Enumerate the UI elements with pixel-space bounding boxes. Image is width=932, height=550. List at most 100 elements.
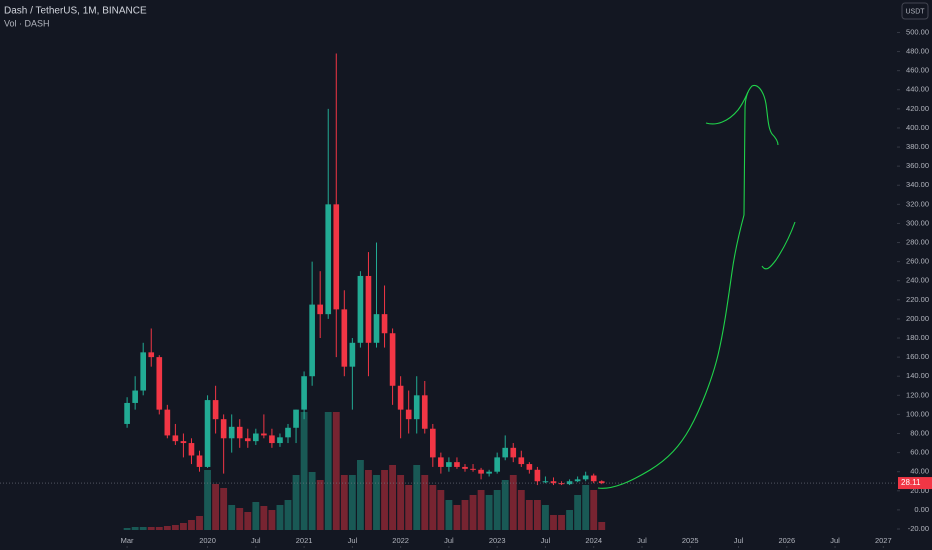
candle-body [598,481,605,484]
volume-bar [284,500,292,530]
candle-body [510,447,517,458]
y-tick-label: 100.00 [906,409,929,418]
volume-bar [582,485,590,530]
candle-body [550,481,557,484]
volume-bar [421,475,429,530]
y-tick-label: 0.00 [914,505,929,514]
currency-label[interactable]: USDT [905,8,925,15]
volume-bar [220,488,228,530]
volume-bar [268,510,276,530]
volume-bar [429,485,437,530]
last-price-tag [898,477,932,490]
volume-bar [493,490,501,530]
candle-body [470,468,476,470]
candle-body [196,455,203,467]
candle-body [446,462,452,467]
x-tick-label: 2020 [199,536,216,545]
candle-body [349,342,356,367]
volume-bar [389,465,397,530]
price-axis [897,0,932,550]
volume-bar [300,412,308,530]
volume-bar [533,500,541,530]
candle-body [365,275,372,343]
candle-body [373,314,380,343]
candle-body [486,471,492,474]
candle-body [148,352,155,358]
volume-bar [188,520,195,530]
candle-body [253,433,259,442]
y-tick-label: 340.00 [906,180,929,189]
candle-body [518,457,525,465]
x-tick-label: Mar [121,536,134,545]
candle-body [140,352,147,391]
y-tick-label: 380.00 [906,142,929,151]
y-axis: -20.00 0.00 20.00 40.00 60.00 80.00 100.00 120.… [897,27,929,533]
candle-body [494,457,500,472]
candle-body [582,475,589,480]
candle-body [590,475,597,482]
volume-bar [373,475,380,530]
y-tick-label: 200.00 [906,314,929,323]
candle-body [389,333,396,386]
candle-body [172,435,179,442]
candle-body [438,457,444,467]
volume-bar [509,475,517,530]
volume-bar [123,528,131,530]
x-tick-label: 2021 [296,536,313,545]
y-tick-label: 240.00 [906,276,929,285]
volume-bar [445,500,453,530]
volume-bar [437,490,445,530]
x-tick-label: Jul [541,536,551,545]
candle-body [325,204,332,315]
candle-layer [124,53,605,486]
candle-body [269,435,275,444]
candle-body [574,479,581,482]
volume-bar [260,506,268,530]
volume-bar [316,480,324,530]
y-tick-label: 300.00 [906,218,929,227]
volume-bar [228,505,236,530]
candle-body [341,309,348,367]
volume-bar [244,512,252,530]
y-tick-label: 280.00 [906,238,929,247]
volume-bar [574,495,582,530]
y-tick-label: 60.00 [910,448,929,457]
x-tick-label: Jul [348,536,358,545]
volume-bar [163,526,171,530]
volume-bar [550,515,557,530]
candle-body [212,400,219,420]
candle-body [397,385,404,410]
x-tick-label: Jul [830,536,840,545]
candle-body [204,400,211,467]
volume-bar [171,525,179,530]
candle-body [566,481,573,485]
volume-bar [147,527,155,530]
candle-body [277,437,283,444]
candle-body [132,390,138,403]
volume-bar [196,516,203,530]
currency-button[interactable] [901,2,929,20]
y-tick-label: -20.00 [908,524,929,533]
candle-body [526,464,533,470]
candle-body [333,204,340,310]
volume-bar [356,460,364,530]
volume-label: Vol · DASH [4,18,50,28]
y-tick-label: 220.00 [906,295,929,304]
candle-body [244,438,251,442]
candle-body [381,314,388,334]
volume-bar [413,465,421,530]
x-tick-label: 2027 [875,536,892,545]
volume-bar [461,500,469,530]
volume-bar [558,515,565,530]
hand-drawn-line [597,84,779,489]
candle-body [124,402,130,424]
candle-body [534,469,541,482]
volume-bar [477,490,485,530]
x-tick-label: Jul [637,536,647,545]
candle-body [261,433,267,436]
y-tick-label: 180.00 [906,333,929,342]
volume-bar [292,475,300,530]
y-tick-label: 500.00 [906,27,929,36]
y-tick-label: 440.00 [906,85,929,94]
